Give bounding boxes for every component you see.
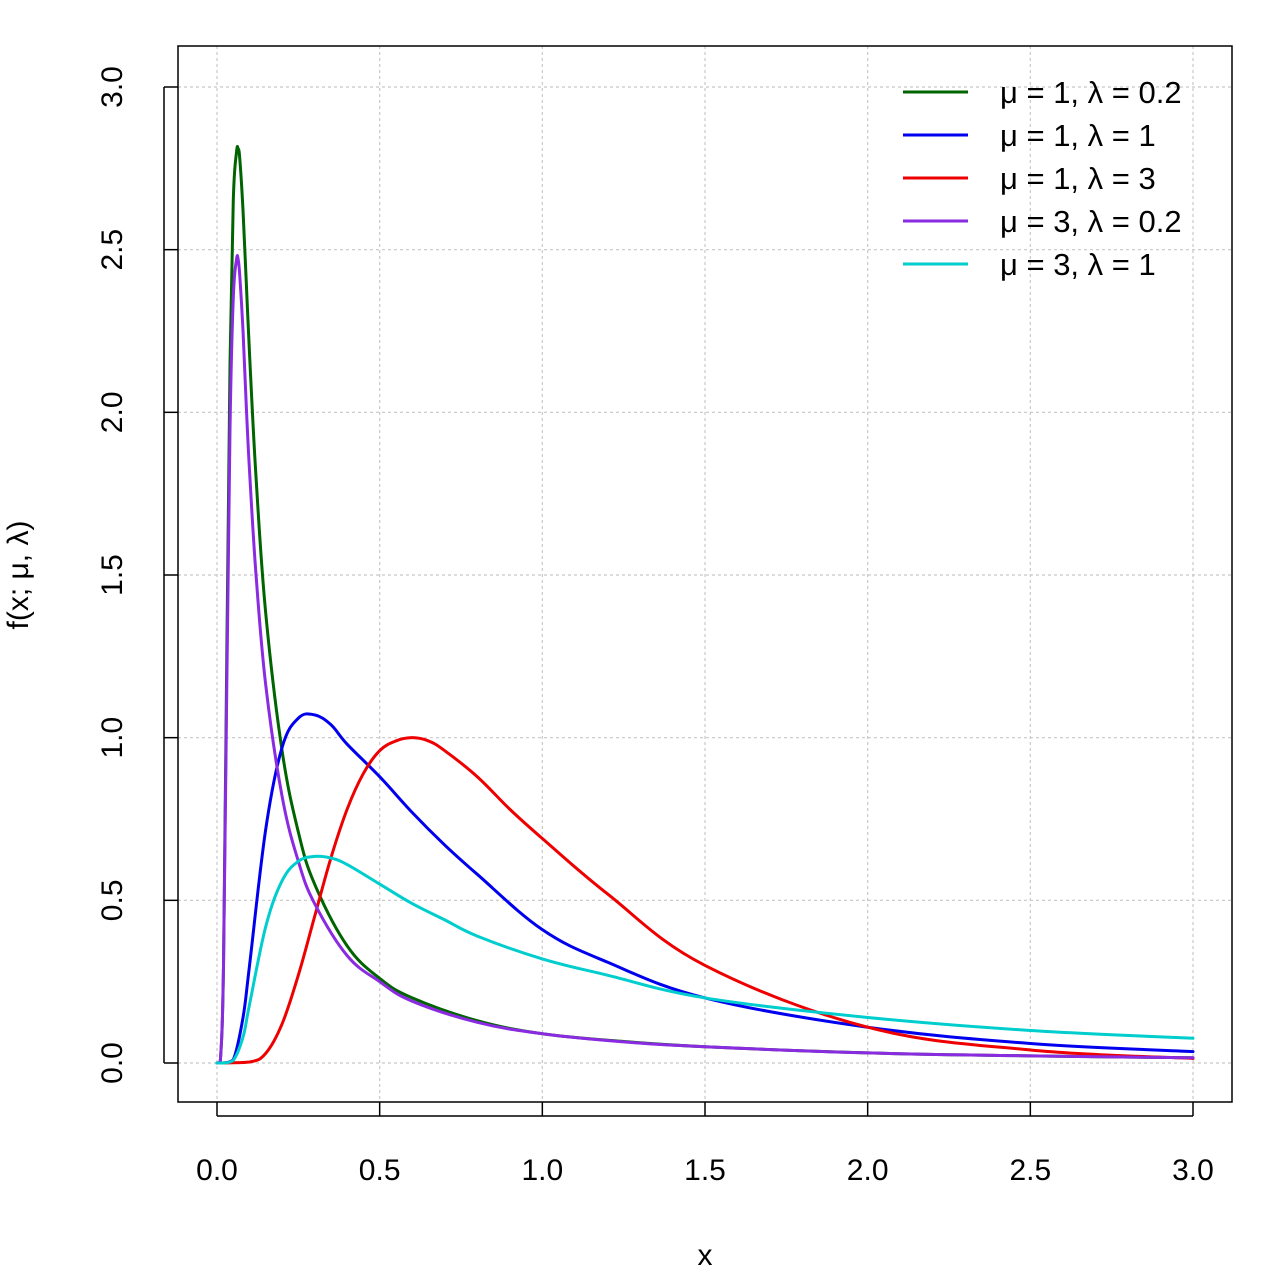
x-tick-label: 0.0 xyxy=(196,1154,238,1187)
x-tick-label: 2.0 xyxy=(847,1154,889,1187)
x-tick-label: 2.5 xyxy=(1009,1154,1051,1187)
legend-label: μ = 1, λ = 0.2 xyxy=(1000,75,1182,110)
x-axis-title: x xyxy=(698,1239,713,1272)
y-tick-label: 2.5 xyxy=(96,229,129,271)
series-lines xyxy=(215,144,1195,1065)
x-axis: 0.0 0.5 1.0 1.5 2.0 2.5 3.0 xyxy=(196,1102,1214,1187)
y-tick-label: 1.0 xyxy=(96,717,129,759)
x-tick-label: 1.0 xyxy=(521,1154,563,1187)
x-tick-label: 3.0 xyxy=(1172,1154,1214,1187)
series-line-3 xyxy=(215,736,1195,1065)
y-axis: 0.0 0.5 1.0 1.5 2.0 2.5 3.0 xyxy=(96,66,178,1084)
series-line-5 xyxy=(215,854,1195,1065)
legend-label: μ = 1, λ = 1 xyxy=(1000,118,1156,153)
legend-label: μ = 1, λ = 3 xyxy=(1000,161,1156,196)
grid xyxy=(178,46,1232,1102)
y-tick-label: 0.0 xyxy=(96,1042,129,1084)
x-tick-label: 1.5 xyxy=(684,1154,726,1187)
series-line-2 xyxy=(215,712,1195,1065)
y-axis-title: f(x; μ, λ) xyxy=(2,521,35,630)
legend-label: μ = 3, λ = 0.2 xyxy=(1000,204,1182,239)
series-line-4 xyxy=(215,254,1195,1065)
legend-label: μ = 3, λ = 1 xyxy=(1000,247,1156,282)
y-tick-label: 3.0 xyxy=(96,66,129,108)
x-tick-label: 0.5 xyxy=(359,1154,401,1187)
legend: μ = 1, λ = 0.2 μ = 1, λ = 1 μ = 1, λ = 3 μ … xyxy=(903,75,1182,282)
y-tick-label: 1.5 xyxy=(96,554,129,596)
y-tick-label: 2.0 xyxy=(96,391,129,433)
y-tick-label: 0.5 xyxy=(96,879,129,921)
